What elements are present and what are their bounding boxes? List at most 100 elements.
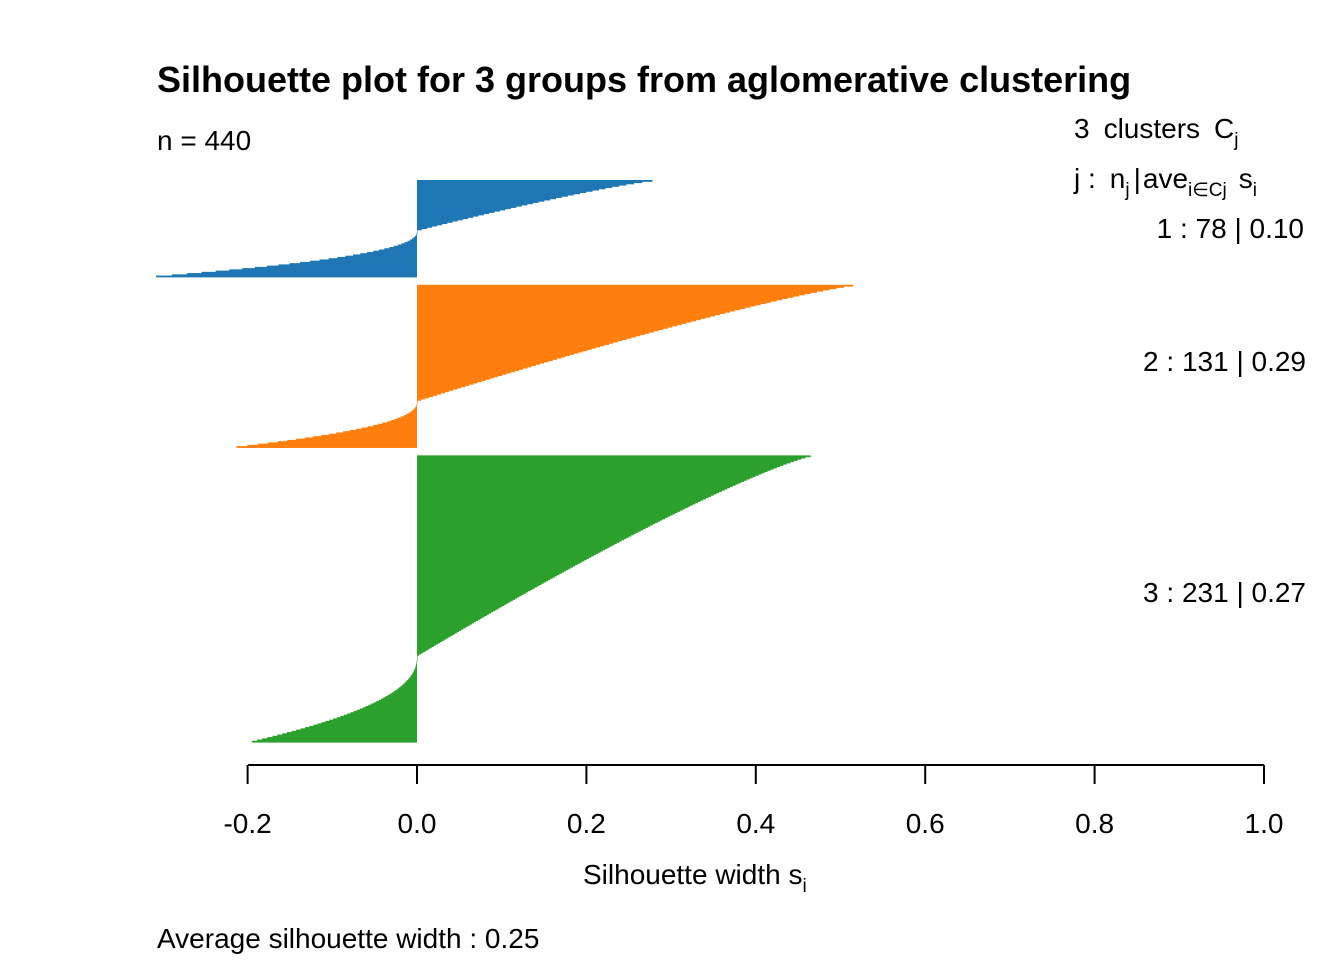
silhouette-bar-cluster-1 [411, 238, 417, 241]
silhouette-bar-cluster-1 [417, 208, 506, 211]
silhouette-bar-cluster-3 [417, 472, 762, 475]
silhouette-bar-cluster-3 [417, 550, 601, 553]
silhouette-bar-cluster-2 [417, 380, 482, 383]
silhouette-bar-cluster-3 [304, 727, 417, 729]
silhouette-bar-cluster-3 [414, 668, 417, 671]
silhouette-bar-cluster-2 [417, 354, 570, 357]
silhouette-bar-cluster-1 [254, 266, 417, 269]
silhouette-bar-cluster-2 [413, 408, 417, 411]
silhouette-bar-cluster-3 [417, 590, 529, 593]
silhouette-bar-cluster-3 [417, 461, 791, 464]
silhouette-bar-cluster-2 [417, 360, 549, 363]
silhouette-bar-cluster-1 [417, 189, 593, 192]
silhouette-bar-cluster-3 [417, 542, 617, 545]
silhouette-bar-cluster-3 [417, 610, 494, 613]
silhouette-bar-cluster-2 [397, 417, 417, 420]
silhouette-bar-cluster-1 [409, 239, 417, 242]
silhouette-bar-cluster-2 [417, 288, 830, 291]
silhouette-bar-cluster-3 [340, 715, 417, 718]
silhouette-bar-cluster-2 [417, 310, 731, 313]
silhouette-bar-cluster-3 [417, 594, 522, 597]
silhouette-bar-cluster-3 [417, 632, 455, 635]
silhouette-bar-cluster-1 [417, 223, 443, 226]
silhouette-bar-cluster-3 [400, 686, 417, 688]
chart-title: Silhouette plot for 3 groups from aglome… [157, 59, 1131, 100]
silhouette-bar-cluster-3 [353, 710, 417, 713]
silhouette-bar-cluster-2 [414, 407, 417, 410]
silhouette-bar-cluster-2 [417, 341, 614, 344]
silhouette-bar-cluster-3 [417, 480, 744, 483]
cluster-2-stats: 2 : 131 | 0.29 [1143, 346, 1306, 377]
silhouette-bar-cluster-1 [417, 196, 562, 198]
silhouette-bar-cluster-3 [417, 529, 641, 532]
silhouette-bar-cluster-1 [353, 254, 417, 257]
silhouette-bar-cluster-2 [328, 433, 417, 436]
legend-subheader: j : nj |avei∈Cj si [1073, 163, 1257, 201]
silhouette-bar-cluster-3 [417, 497, 706, 500]
silhouette-bar-cluster-2 [417, 353, 575, 355]
silhouette-bar-cluster-3 [391, 692, 417, 695]
silhouette-bar-cluster-3 [417, 524, 651, 527]
silhouette-bar-cluster-3 [417, 507, 686, 510]
silhouette-bar-cluster-3 [385, 696, 417, 698]
silhouette-bar-cluster-3 [417, 496, 709, 499]
silhouette-bar-cluster-1 [337, 256, 417, 259]
silhouette-bar-cluster-3 [417, 655, 418, 657]
silhouette-bar-cluster-2 [349, 429, 417, 432]
silhouette-bar-cluster-3 [417, 488, 725, 491]
silhouette-bar-cluster-1 [171, 274, 417, 277]
silhouette-bar-cluster-3 [417, 573, 560, 576]
silhouette-bar-cluster-3 [417, 574, 558, 577]
silhouette-bar-cluster-1 [215, 270, 417, 273]
silhouette-bar-cluster-2 [417, 318, 701, 321]
silhouette-bar-cluster-3 [417, 491, 720, 494]
silhouette-bar-cluster-3 [417, 611, 492, 614]
silhouette-bar-cluster-3 [376, 701, 417, 703]
silhouette-bar-cluster-3 [417, 591, 526, 594]
silhouette-bar-cluster-3 [417, 539, 622, 542]
silhouette-bar-cluster-3 [267, 737, 417, 739]
silhouette-bar-cluster-3 [417, 627, 464, 630]
silhouette-bar-cluster-1 [417, 213, 484, 216]
silhouette-bar-cluster-2 [417, 319, 696, 322]
silhouette-bar-cluster-3 [417, 534, 632, 537]
silhouette-bar-cluster-3 [417, 634, 453, 636]
silhouette-bar-cluster-3 [257, 739, 417, 742]
silhouette-bar-cluster-2 [417, 295, 794, 298]
silhouette-bar-cluster-3 [417, 622, 472, 625]
silhouette-bar-cluster-3 [296, 729, 417, 732]
silhouette-bar-cluster-2 [417, 287, 837, 290]
silhouette-bar-cluster-3 [383, 697, 417, 700]
silhouette-bar-cluster-1 [417, 227, 428, 229]
silhouette-bar-cluster-3 [417, 457, 802, 460]
silhouette-bar-cluster-1 [417, 217, 469, 220]
silhouette-bar-cluster-2 [417, 320, 692, 323]
silhouette-bar-cluster-3 [417, 553, 596, 556]
silhouette-bars [156, 180, 854, 743]
x-axis-label: Silhouette width si [583, 859, 807, 897]
silhouette-bar-cluster-3 [417, 631, 457, 634]
silhouette-bar-cluster-3 [417, 605, 502, 608]
silhouette-bar-cluster-3 [417, 647, 430, 650]
silhouette-bar-cluster-2 [304, 437, 417, 440]
silhouette-bar-cluster-2 [417, 370, 515, 373]
cluster-3-stats: 3 : 231 | 0.27 [1143, 577, 1306, 608]
silhouette-bar-cluster-2 [417, 398, 421, 401]
silhouette-bar-cluster-3 [272, 735, 417, 738]
silhouette-bar-cluster-2 [417, 374, 503, 376]
silhouette-bar-cluster-3 [401, 684, 417, 687]
silhouette-bar-cluster-1 [345, 255, 417, 258]
silhouette-bar-cluster-3 [417, 620, 477, 623]
silhouette-bar-cluster-3 [371, 703, 417, 706]
silhouette-bar-cluster-3 [417, 528, 644, 531]
silhouette-bar-cluster-3 [417, 471, 765, 474]
silhouette-bar-cluster-3 [277, 734, 417, 737]
silhouette-bar-cluster-1 [417, 193, 574, 196]
silhouette-bar-cluster-3 [417, 475, 756, 478]
silhouette-bar-cluster-3 [411, 673, 417, 676]
silhouette-bar-cluster-3 [417, 537, 627, 540]
x-tick-label: 1.0 [1245, 808, 1284, 839]
silhouette-bar-cluster-3 [417, 557, 589, 559]
silhouette-bar-cluster-3 [417, 483, 736, 486]
silhouette-bar-cluster-3 [417, 565, 573, 568]
